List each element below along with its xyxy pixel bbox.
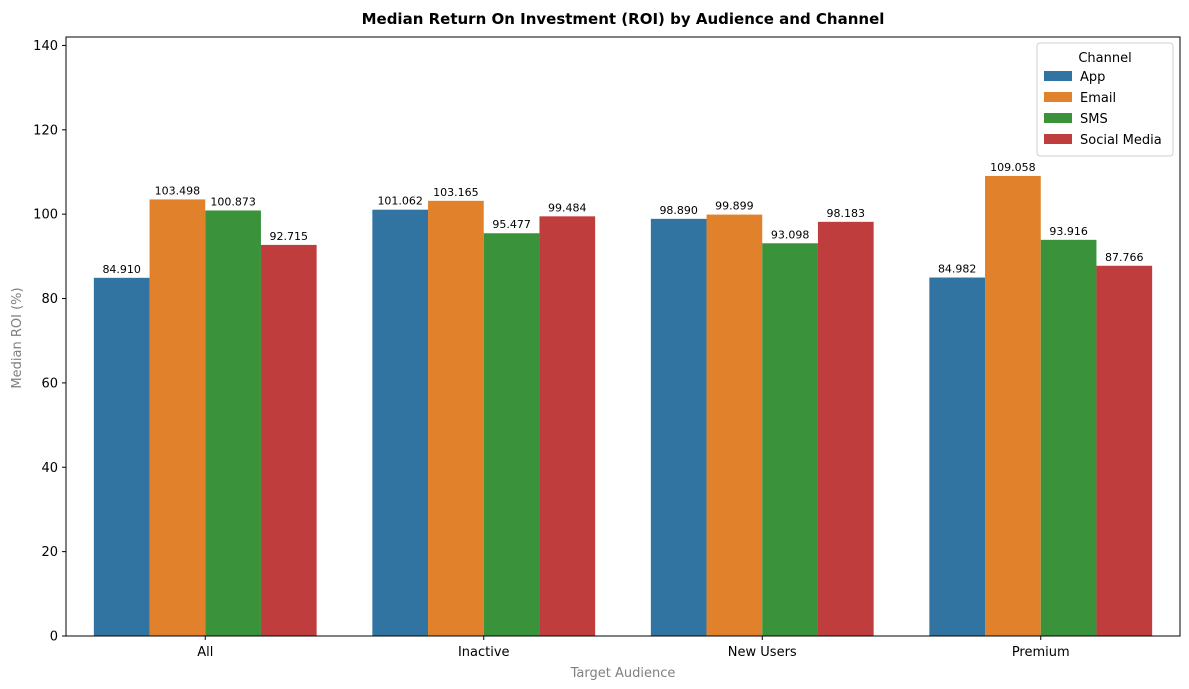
data-label: 109.058 — [990, 161, 1036, 174]
legend-entry: Social Media — [1080, 133, 1162, 148]
x-tick-label: All — [197, 645, 213, 660]
bar-social-media-all — [260, 244, 317, 636]
data-label: 98.183 — [827, 207, 866, 220]
data-label: 101.062 — [377, 195, 423, 208]
bar-app-all — [93, 277, 150, 636]
chart-title: Median Return On Investment (ROI) by Aud… — [362, 10, 885, 28]
legend-swatch — [1044, 92, 1072, 102]
bar-sms-all — [205, 210, 261, 636]
data-label: 98.890 — [659, 204, 698, 217]
x-tick-label: Premium — [1012, 645, 1070, 660]
y-tick-label: 140 — [33, 39, 58, 54]
data-label: 100.873 — [210, 195, 256, 208]
bar-app-premium — [929, 277, 986, 636]
y-tick-label: 40 — [41, 461, 58, 476]
bar-social-media-new-users — [817, 221, 874, 636]
bar-sms-premium — [1040, 239, 1097, 637]
data-label: 92.715 — [270, 230, 309, 243]
data-label: 103.165 — [433, 186, 479, 199]
bar-app-new-users — [650, 218, 707, 637]
legend-title: Channel — [1078, 51, 1131, 66]
data-label: 93.916 — [1049, 225, 1088, 238]
axes: 0 20 40 60 80 100 120 140 All Inactive New Users Pr… — [33, 36, 1181, 660]
data-label: 99.899 — [715, 200, 754, 213]
legend: Channel App Email SMS Social Media — [1036, 42, 1174, 157]
y-tick-label: 120 — [33, 123, 58, 138]
bar-email-premium — [985, 175, 1041, 636]
plot-frame — [65, 36, 1181, 637]
x-axis-label: Target Audience — [570, 666, 676, 681]
legend-entry: Email — [1080, 91, 1116, 106]
bar-sms-new-users — [762, 243, 818, 636]
legend-swatch — [1044, 113, 1072, 123]
legend-swatch — [1044, 134, 1072, 144]
bar-social-media-premium — [1096, 265, 1153, 636]
data-label: 93.098 — [771, 228, 810, 241]
y-axis-label: Median ROI (%) — [10, 287, 25, 388]
legend-swatch — [1044, 71, 1072, 81]
bar-email-inactive — [428, 200, 484, 637]
data-label: 99.484 — [548, 201, 587, 214]
legend-entry: App — [1080, 70, 1105, 85]
x-tick-label: New Users — [728, 645, 797, 660]
y-tick-label: 100 — [33, 208, 58, 223]
bar-email-all — [149, 199, 206, 636]
plot-area: 84.910 101.062 98.890 84.982 103.498 103.165 9… — [93, 161, 1153, 637]
data-label: 84.982 — [938, 263, 977, 276]
bar-email-new-users — [706, 214, 763, 636]
data-label: 84.910 — [102, 263, 141, 276]
y-tick-label: 60 — [41, 376, 58, 391]
y-tick-label: 20 — [41, 545, 58, 560]
bar-social-media-inactive — [539, 216, 596, 637]
legend-entry: SMS — [1080, 112, 1108, 127]
data-label: 95.477 — [492, 218, 531, 231]
x-tick-label: Inactive — [458, 645, 510, 660]
bar-sms-inactive — [483, 233, 540, 637]
data-label: 87.766 — [1105, 251, 1144, 264]
data-label: 103.498 — [155, 184, 201, 197]
bar-app-inactive — [372, 209, 429, 637]
y-tick-label: 80 — [41, 292, 58, 307]
y-tick-label: 0 — [50, 630, 58, 645]
